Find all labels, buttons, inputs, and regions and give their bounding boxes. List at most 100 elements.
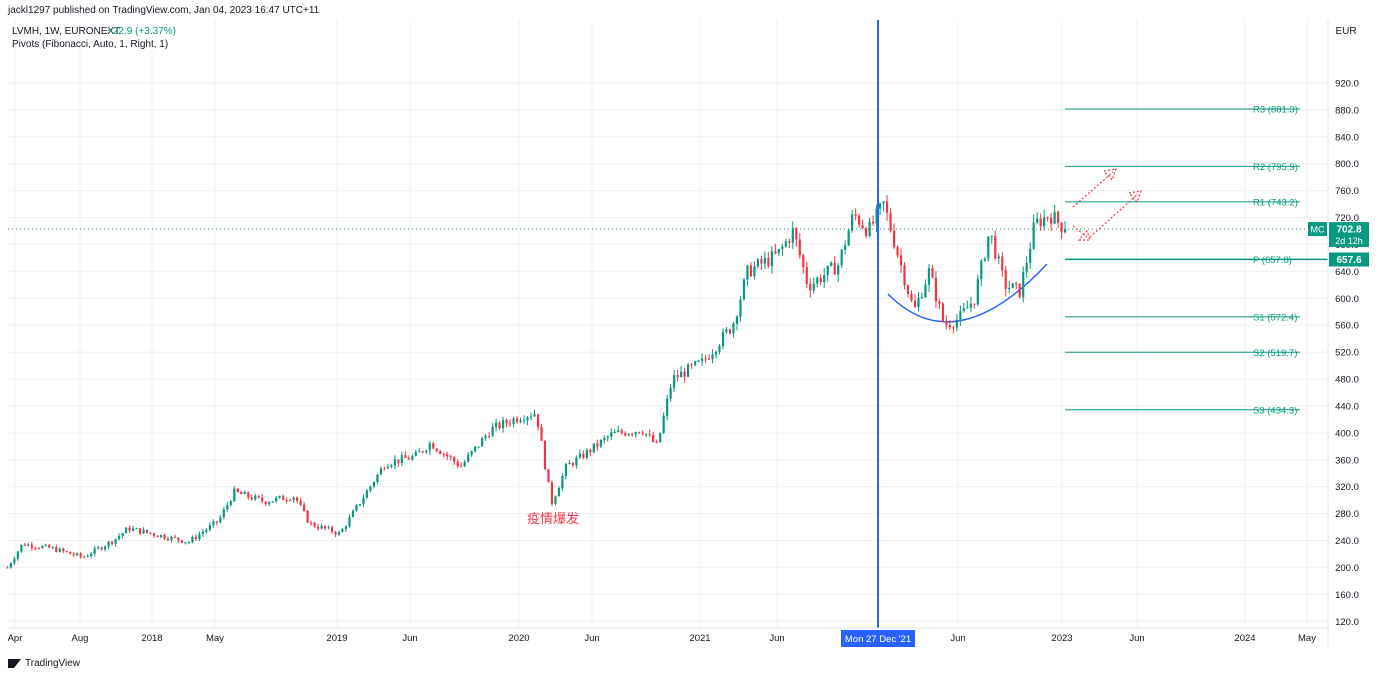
candle-body [749, 265, 753, 277]
candle-body [449, 456, 452, 458]
candle-body [83, 556, 86, 558]
candle [498, 421, 501, 431]
candle [100, 546, 103, 551]
candle-body [271, 501, 274, 503]
candle-body [131, 528, 135, 531]
candle-body [980, 260, 983, 280]
candle-body [463, 461, 466, 467]
candle [292, 496, 295, 503]
candle [187, 540, 191, 544]
candle [917, 291, 920, 312]
candle [449, 454, 452, 461]
candle-body [226, 505, 229, 510]
candle-body [606, 436, 609, 438]
candle-body [781, 246, 784, 250]
candle [442, 452, 445, 458]
pivot-label: R3 (881.3) [1253, 104, 1298, 115]
candle-body [379, 468, 383, 475]
candle-body [460, 466, 463, 468]
candle-body [1039, 218, 1042, 227]
candle [875, 204, 878, 233]
candle-body [777, 249, 780, 254]
candle [1029, 242, 1032, 270]
candle-body [316, 526, 320, 529]
candle-body [987, 236, 990, 259]
candle-body [219, 517, 222, 523]
candle-body [589, 449, 592, 453]
candle-body [994, 235, 997, 259]
pivot-label: S2 (519.7) [1253, 348, 1297, 359]
candle [9, 562, 12, 569]
candle-body [341, 528, 344, 533]
candle [994, 230, 997, 261]
x-tick-label: Jun [584, 633, 599, 644]
candle [732, 321, 735, 338]
candle [432, 441, 435, 450]
candle-body [470, 451, 473, 455]
candle [76, 552, 79, 557]
candle-body [421, 451, 424, 453]
candle-body [41, 546, 44, 549]
candle [788, 238, 791, 249]
candle [802, 253, 805, 274]
candle [142, 527, 145, 534]
symbol-info[interactable]: LVMH, 1W, EURONEXT [12, 26, 121, 37]
candle [673, 369, 676, 392]
candle [62, 547, 65, 554]
candle [878, 202, 882, 215]
candle [899, 248, 903, 273]
last-price-label: 702.8 [1336, 225, 1361, 236]
candle [892, 223, 896, 249]
candle-body [976, 279, 979, 305]
candle [662, 412, 665, 434]
candle-body [16, 551, 19, 559]
candle-body [613, 431, 616, 433]
candle-body [65, 551, 68, 553]
candle [955, 314, 958, 332]
candle [177, 537, 180, 543]
y-tick-label: 200.0 [1335, 563, 1359, 574]
candle-body [481, 438, 484, 447]
candle-body [941, 303, 945, 322]
indicator-legend[interactable]: Pivots (Fibonacci, Auto, 1, Right, 1) [12, 39, 169, 50]
candle [1018, 283, 1021, 299]
candle-body [812, 283, 815, 291]
candle [264, 500, 267, 506]
candle [624, 431, 627, 437]
candle-body [875, 208, 878, 224]
candle-body [652, 434, 655, 442]
candle [44, 543, 47, 547]
candle-body [337, 532, 341, 535]
candle-body [969, 303, 972, 308]
candle [159, 534, 163, 539]
candle [421, 450, 424, 454]
candle [303, 501, 306, 513]
candle [704, 354, 707, 363]
candle-body [261, 497, 264, 502]
candle [456, 459, 459, 469]
candle-body [407, 458, 410, 460]
y-tick-label: 800.0 [1335, 159, 1359, 170]
candle-body [30, 544, 33, 548]
candle-body [655, 441, 658, 443]
candle [344, 525, 348, 532]
candle [219, 515, 222, 524]
candle-body [833, 262, 836, 275]
candle-body [362, 498, 365, 505]
candle-body [547, 469, 550, 483]
x-tick-label: Jun [402, 633, 417, 644]
candle [952, 325, 955, 334]
candle [453, 456, 456, 466]
candle-body [351, 510, 355, 518]
candle-body [641, 432, 644, 435]
candle [617, 425, 620, 433]
candle-body [714, 351, 718, 355]
candle-body [100, 547, 103, 550]
candle [871, 215, 875, 226]
candle-body [735, 316, 739, 324]
candle-body [585, 449, 588, 458]
candle-body [142, 529, 145, 534]
candle-body [9, 563, 12, 568]
